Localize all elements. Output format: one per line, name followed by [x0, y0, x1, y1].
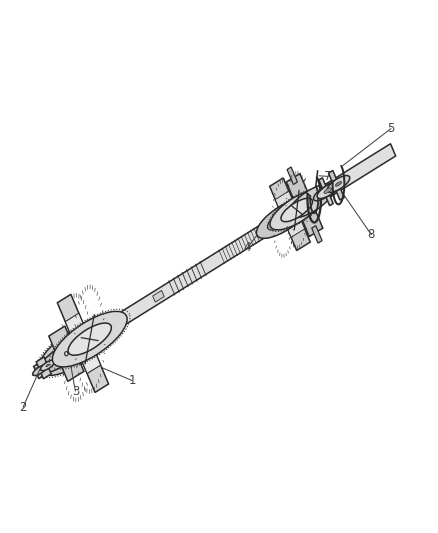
Polygon shape — [153, 290, 164, 302]
Ellipse shape — [327, 175, 350, 192]
Polygon shape — [34, 144, 396, 378]
Ellipse shape — [46, 364, 49, 367]
Polygon shape — [65, 313, 101, 374]
Text: 1: 1 — [128, 374, 136, 387]
Text: 6: 6 — [279, 209, 286, 223]
Text: 3: 3 — [72, 385, 79, 398]
Ellipse shape — [69, 345, 80, 352]
Ellipse shape — [270, 190, 324, 230]
Ellipse shape — [68, 323, 111, 355]
Ellipse shape — [323, 178, 346, 195]
Ellipse shape — [314, 185, 335, 201]
Polygon shape — [36, 357, 51, 379]
Polygon shape — [270, 178, 310, 251]
Polygon shape — [49, 326, 84, 382]
Polygon shape — [328, 171, 344, 200]
Ellipse shape — [41, 360, 55, 370]
Text: 4: 4 — [244, 241, 251, 254]
Text: 8: 8 — [367, 228, 375, 241]
Ellipse shape — [256, 198, 310, 238]
Polygon shape — [312, 225, 322, 243]
Ellipse shape — [281, 198, 312, 222]
Ellipse shape — [33, 365, 47, 376]
Ellipse shape — [336, 182, 342, 186]
Text: 5: 5 — [387, 122, 395, 135]
Polygon shape — [57, 294, 109, 392]
Ellipse shape — [39, 345, 77, 373]
Text: 7: 7 — [324, 170, 332, 183]
Text: 2: 2 — [19, 400, 27, 414]
Ellipse shape — [317, 183, 339, 199]
Polygon shape — [286, 174, 323, 237]
Ellipse shape — [53, 311, 127, 367]
Ellipse shape — [324, 188, 332, 193]
Ellipse shape — [56, 335, 93, 363]
Ellipse shape — [55, 332, 98, 364]
Ellipse shape — [268, 207, 299, 230]
Ellipse shape — [39, 320, 113, 375]
Ellipse shape — [289, 184, 334, 218]
Polygon shape — [275, 191, 305, 237]
Polygon shape — [319, 178, 333, 206]
Polygon shape — [287, 167, 297, 184]
